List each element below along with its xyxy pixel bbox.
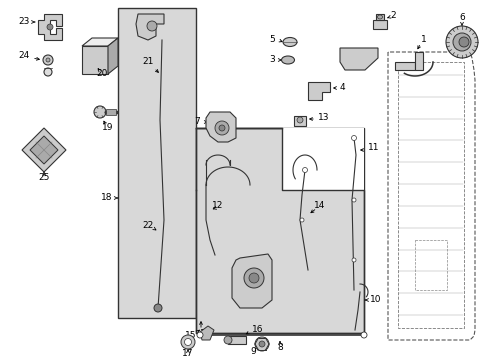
Circle shape [351, 135, 356, 140]
Text: 11: 11 [367, 144, 379, 153]
Text: 25: 25 [38, 174, 50, 183]
Text: 1: 1 [420, 36, 426, 45]
Circle shape [181, 335, 195, 349]
Circle shape [219, 125, 224, 131]
Text: 13: 13 [317, 113, 329, 122]
Text: 8: 8 [277, 343, 282, 352]
Polygon shape [30, 136, 58, 164]
Polygon shape [108, 38, 118, 74]
Text: 21: 21 [142, 58, 153, 67]
Text: 7: 7 [194, 117, 200, 126]
Text: 9: 9 [250, 347, 255, 356]
Circle shape [296, 117, 303, 123]
Circle shape [445, 26, 477, 58]
Circle shape [302, 167, 307, 172]
Text: 18: 18 [101, 194, 112, 202]
Circle shape [248, 273, 259, 283]
Bar [282, 128, 363, 190]
Text: 24: 24 [19, 51, 30, 60]
Bar [414, 240, 446, 290]
Bar [372, 20, 386, 29]
Circle shape [254, 337, 268, 351]
Polygon shape [82, 38, 118, 46]
Circle shape [351, 258, 355, 262]
Ellipse shape [283, 37, 296, 46]
Text: 16: 16 [251, 325, 263, 334]
Text: 15: 15 [200, 328, 211, 338]
Text: 10: 10 [369, 296, 381, 305]
Text: 19: 19 [102, 123, 114, 132]
Text: 14: 14 [314, 201, 325, 210]
Ellipse shape [377, 15, 382, 19]
Circle shape [147, 21, 157, 31]
Text: 22: 22 [142, 220, 153, 230]
Bar [293, 116, 305, 126]
Ellipse shape [281, 56, 294, 64]
Bar [227, 336, 245, 344]
Circle shape [224, 336, 231, 344]
Circle shape [47, 24, 53, 30]
Text: 23: 23 [19, 18, 30, 27]
Bar [82, 46, 108, 74]
Polygon shape [339, 48, 377, 70]
Circle shape [94, 106, 106, 118]
Polygon shape [231, 254, 271, 308]
Polygon shape [22, 128, 66, 172]
Bar [118, 8, 196, 318]
Text: 4: 4 [339, 84, 345, 93]
Circle shape [43, 55, 53, 65]
Polygon shape [307, 82, 329, 100]
Circle shape [44, 68, 52, 76]
Circle shape [458, 37, 468, 47]
Circle shape [46, 58, 50, 62]
Bar [106, 109, 116, 115]
Text: 5: 5 [269, 36, 274, 45]
Circle shape [452, 33, 470, 51]
Circle shape [244, 268, 264, 288]
Circle shape [299, 218, 304, 222]
Text: 15: 15 [184, 330, 196, 339]
Circle shape [259, 341, 264, 347]
Polygon shape [136, 14, 163, 40]
Circle shape [215, 121, 228, 135]
Bar [375, 14, 383, 20]
Bar [196, 128, 363, 333]
Circle shape [351, 198, 355, 202]
Bar [394, 62, 414, 70]
Text: 12: 12 [212, 201, 223, 210]
Text: 17: 17 [182, 350, 193, 359]
Text: 2: 2 [389, 12, 395, 21]
Circle shape [184, 338, 191, 346]
Polygon shape [200, 326, 214, 340]
Circle shape [360, 332, 366, 338]
Polygon shape [205, 112, 236, 142]
Circle shape [197, 332, 203, 338]
Polygon shape [38, 14, 62, 40]
Bar [414, 52, 422, 70]
Text: 3: 3 [269, 55, 274, 64]
Circle shape [154, 304, 162, 312]
Text: 6: 6 [458, 13, 464, 22]
Text: 20: 20 [96, 69, 107, 78]
